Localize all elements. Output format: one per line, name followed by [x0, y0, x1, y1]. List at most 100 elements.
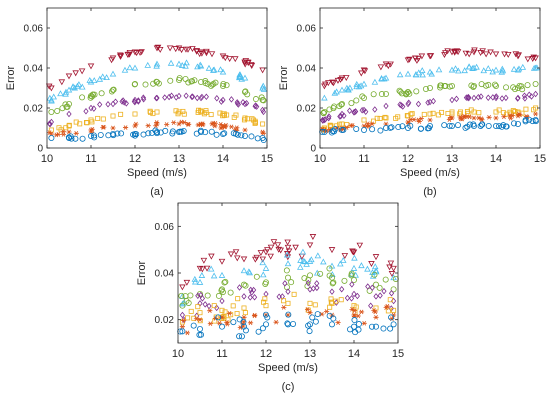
- data-point: [86, 76, 94, 83]
- data-point: [320, 258, 327, 265]
- data-point: [153, 123, 159, 129]
- data-point: [382, 61, 390, 68]
- x-tick-label: 14: [490, 153, 502, 165]
- data-point: [199, 93, 205, 101]
- data-point: [267, 253, 274, 260]
- y-tick-label: 0: [310, 144, 316, 155]
- data-point: [351, 317, 358, 324]
- data-point: [326, 114, 332, 122]
- data-point: [230, 303, 236, 309]
- data-point: [448, 123, 455, 130]
- data-point: [468, 82, 475, 89]
- data-point: [349, 123, 356, 128]
- data-point: [369, 126, 376, 133]
- data-point: [327, 304, 333, 310]
- data-point: [418, 67, 426, 74]
- data-point: [426, 85, 433, 92]
- series-1: [179, 234, 397, 291]
- x-tick-label: 15: [261, 153, 273, 165]
- data-point: [79, 94, 86, 101]
- data-point: [281, 305, 287, 310]
- data-point: [464, 114, 470, 119]
- data-point: [515, 65, 523, 72]
- data-point: [399, 123, 406, 130]
- series-2: [179, 248, 397, 307]
- data-point: [46, 120, 53, 127]
- data-point: [198, 108, 204, 114]
- data-point: [126, 64, 134, 71]
- data-point: [68, 135, 75, 142]
- data-point: [387, 124, 394, 131]
- data-point: [350, 323, 357, 330]
- data-point: [376, 284, 383, 291]
- series-7: [319, 116, 539, 136]
- y-axis-label: Error: [278, 65, 290, 90]
- data-point: [105, 101, 111, 108]
- data-point: [233, 255, 241, 262]
- data-point: [218, 287, 225, 294]
- x-tick-label: 15: [392, 348, 404, 360]
- data-point: [430, 97, 436, 105]
- data-point: [359, 106, 365, 114]
- data-point: [471, 115, 477, 121]
- data-point: [282, 280, 288, 287]
- data-point: [404, 113, 410, 119]
- data-point: [351, 108, 357, 116]
- data-point: [253, 273, 260, 280]
- data-point: [304, 307, 311, 312]
- data-point: [470, 83, 477, 90]
- data-point: [100, 116, 106, 122]
- data-point: [529, 118, 536, 125]
- data-point: [301, 258, 308, 265]
- data-point: [226, 311, 233, 316]
- data-point: [48, 127, 54, 133]
- data-point: [404, 57, 412, 64]
- data-point: [180, 318, 187, 323]
- x-tick-label: 10: [172, 348, 184, 360]
- data-point: [118, 130, 125, 137]
- data-point: [378, 75, 385, 81]
- data-point: [72, 70, 79, 77]
- data-point: [383, 305, 389, 310]
- data-point: [297, 263, 304, 270]
- data-point: [247, 294, 253, 301]
- data-point: [211, 303, 217, 309]
- data-point: [480, 67, 488, 74]
- data-point: [218, 271, 226, 278]
- data-point: [475, 93, 481, 101]
- data-point: [425, 125, 432, 132]
- axes-frame: [46, 7, 268, 149]
- x-tick-label: 14: [348, 348, 360, 360]
- data-point: [252, 102, 258, 110]
- data-point: [326, 272, 333, 279]
- data-point: [109, 70, 117, 77]
- x-tick-label: 10: [41, 153, 53, 165]
- data-point: [337, 260, 344, 267]
- data-point: [219, 315, 225, 320]
- data-point: [415, 55, 422, 62]
- data-point: [461, 67, 468, 74]
- data-point: [435, 66, 443, 73]
- data-point: [105, 132, 112, 139]
- data-point: [336, 103, 343, 110]
- data-point: [305, 276, 312, 283]
- data-point: [196, 265, 204, 272]
- data-point: [371, 118, 377, 124]
- data-point: [341, 112, 347, 119]
- data-point: [260, 137, 267, 144]
- data-point: [198, 50, 206, 57]
- chart-panel-2: 10 11 12 13 14 15 0 0.02 0.04 0.06 Speed (m/s) Erro…: [278, 7, 546, 198]
- data-point: [247, 320, 254, 326]
- data-point: [227, 251, 235, 258]
- data-point: [156, 46, 164, 53]
- data-point: [373, 293, 379, 300]
- data-point: [182, 46, 190, 53]
- data-point: [222, 124, 228, 129]
- data-point: [337, 121, 343, 127]
- data-point: [496, 107, 502, 113]
- data-point: [89, 126, 95, 132]
- data-point: [263, 290, 269, 298]
- data-point: [373, 315, 379, 320]
- data-point: [241, 315, 247, 320]
- data-point: [486, 114, 492, 120]
